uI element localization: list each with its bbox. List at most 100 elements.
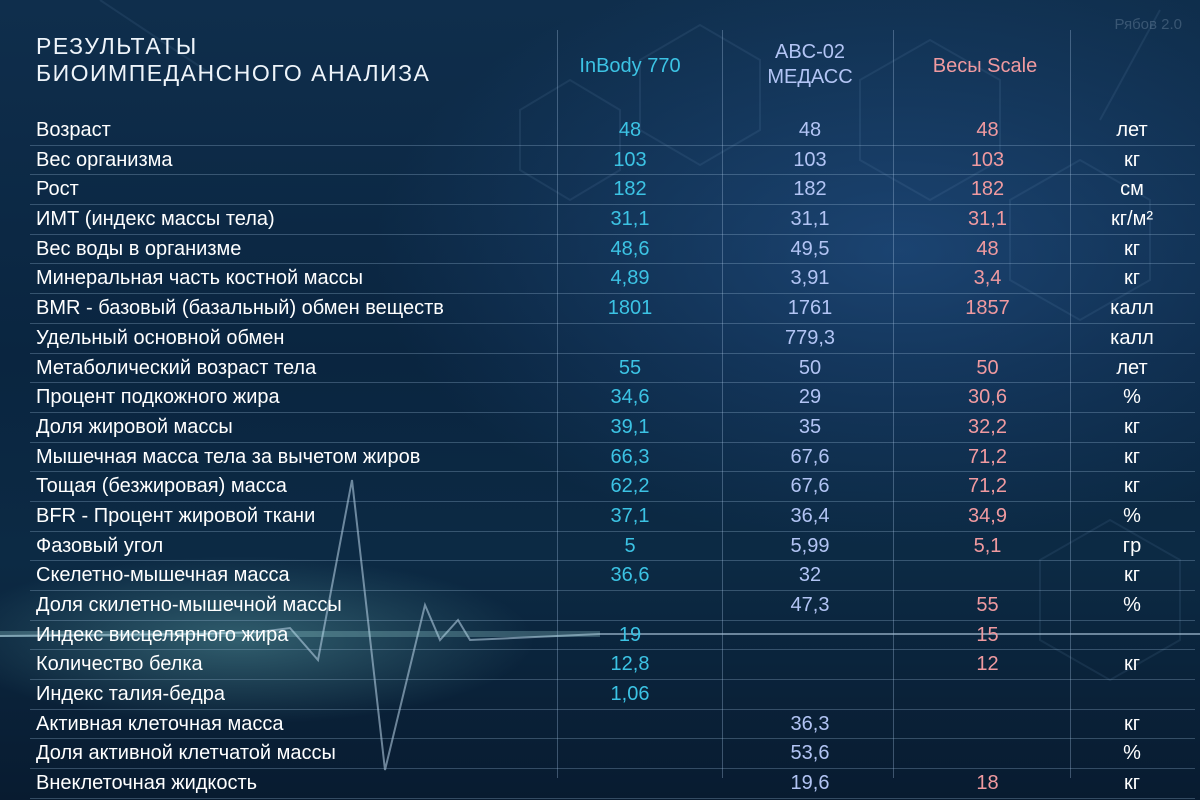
row-label: Минеральная часть костной массы bbox=[36, 267, 363, 290]
row-label: Доля жировой массы bbox=[36, 415, 233, 438]
value-scale: 34,9 bbox=[968, 504, 1007, 527]
table-row: Возраст 48 48 48 лет bbox=[30, 116, 1195, 146]
unit-cell: % bbox=[1123, 742, 1141, 765]
unit-cell: кг bbox=[1123, 237, 1141, 260]
value-inbody: 34,6 bbox=[610, 386, 650, 409]
unit-cell: кг bbox=[1123, 148, 1141, 171]
value-inbody: 182 bbox=[613, 178, 647, 201]
column-header-abc: ABC-02 МЕДАСС bbox=[735, 40, 885, 90]
watermark: Рябов 2.0 bbox=[1114, 16, 1182, 33]
row-label: Метаболический возраст тела bbox=[36, 356, 317, 379]
unit-cell: калл bbox=[1110, 297, 1154, 320]
value-inbody: 1,06 bbox=[610, 683, 650, 706]
value-inbody: 37,1 bbox=[610, 504, 650, 527]
table-row: Внеклеточная жидкость 19,6 18 кг bbox=[30, 769, 1195, 799]
value-abc: 29 bbox=[798, 386, 822, 409]
row-label: Доля активной клетчатой массы bbox=[36, 742, 336, 765]
table-row: Индекс талия-бедра 1,06 bbox=[30, 680, 1195, 710]
row-label: BFR - Процент жировой ткани bbox=[36, 504, 316, 527]
value-inbody: 31,1 bbox=[610, 208, 650, 231]
table-row: Вес организма 103 103 103 кг bbox=[30, 146, 1195, 176]
unit-cell: % bbox=[1123, 504, 1141, 527]
value-inbody: 39,1 bbox=[610, 415, 650, 438]
unit-cell: % bbox=[1123, 386, 1141, 409]
value-abc: 779,3 bbox=[784, 326, 836, 349]
unit-cell: кг bbox=[1123, 475, 1141, 498]
value-inbody: 1801 bbox=[607, 297, 653, 320]
unit-cell: гр bbox=[1122, 534, 1142, 557]
results-table: Возраст 48 48 48 лет Вес организма 103 103 103 кг… bbox=[30, 116, 1195, 799]
value-inbody: 66,3 bbox=[610, 445, 650, 468]
row-label: Возраст bbox=[36, 119, 111, 141]
value-inbody: 48 bbox=[618, 119, 642, 141]
title-line-1: РЕЗУЛЬТАТЫ bbox=[36, 33, 198, 59]
table-row: BMR - базовый (базальный) обмен веществ 1… bbox=[30, 294, 1195, 324]
table-row: Вес воды в организме 48,6 49,5 48 кг bbox=[30, 235, 1195, 265]
value-inbody: 12,8 bbox=[610, 653, 650, 676]
row-label: ИМТ (индекс массы тела) bbox=[36, 208, 275, 231]
value-scale: 15 bbox=[976, 623, 999, 646]
row-label: Вес организма bbox=[36, 148, 173, 171]
value-scale: 3,4 bbox=[973, 267, 1002, 290]
row-label: Удельный основной обмен bbox=[36, 326, 285, 349]
unit-cell: кг/м² bbox=[1110, 208, 1153, 231]
table-row: Минеральная часть костной массы 4,89 3,91 3… bbox=[30, 264, 1195, 295]
table-row: ИМТ (индекс массы тела) 31,1 31,1 31,1 кг/м² bbox=[30, 205, 1195, 235]
row-label: Процент подкожного жира bbox=[36, 386, 280, 409]
value-abc: 35 bbox=[798, 415, 822, 438]
value-scale: 48 bbox=[976, 119, 999, 141]
value-inbody: 48,6 bbox=[610, 237, 650, 260]
column-header-abc-line2: МЕДАСС bbox=[767, 66, 853, 88]
unit-cell: калл bbox=[1110, 326, 1154, 349]
unit-cell: кг bbox=[1123, 445, 1141, 468]
value-abc: 67,6 bbox=[790, 475, 830, 498]
page-title: РЕЗУЛЬТАТЫ БИОИМПЕДАНСНОГО АНАЛИЗА bbox=[36, 33, 430, 87]
value-scale: 50 bbox=[976, 356, 999, 379]
value-inbody: 36,6 bbox=[610, 564, 650, 587]
column-header-scale: Весы Scale bbox=[932, 55, 1038, 77]
row-label: Доля скилетно-мышечной массы bbox=[36, 594, 342, 616]
row-label: Мышечная масса тела за вычетом жиров bbox=[36, 445, 421, 468]
table-row: Доля скилетно-мышечной массы 47,3 55% bbox=[30, 591, 1195, 621]
value-abc: 53,6 bbox=[790, 742, 830, 765]
value-inbody: 4,89 bbox=[610, 267, 650, 290]
table-row: Доля активной клетчатой массы 53,6% bbox=[30, 739, 1195, 770]
column-header-abc-line1: ABC-02 bbox=[774, 41, 846, 63]
unit-cell: кг bbox=[1123, 712, 1141, 735]
row-label: Внеклеточная жидкость bbox=[36, 772, 258, 795]
unit-cell: см bbox=[1120, 178, 1144, 201]
unit-cell: кг bbox=[1123, 267, 1141, 290]
table-row: Тощая (безжировая) масса 62,2 67,6 71,2 кг bbox=[30, 472, 1195, 502]
value-abc: 47,3 bbox=[790, 594, 830, 616]
table-row: Количество белка 12,8 12 кг bbox=[30, 650, 1195, 681]
row-label: Рост bbox=[36, 178, 79, 201]
unit-cell: кг bbox=[1123, 653, 1141, 676]
value-abc: 36,3 bbox=[790, 712, 830, 735]
unit-cell: кг bbox=[1123, 415, 1141, 438]
table-row: Метаболический возраст тела 55 50 50 лет bbox=[30, 354, 1195, 384]
value-abc: 50 bbox=[798, 356, 822, 379]
value-abc: 36,4 bbox=[790, 504, 830, 527]
column-divider bbox=[722, 30, 723, 778]
table-row: Активная клеточная масса 36,3 кг bbox=[30, 710, 1195, 740]
row-label: Количество белка bbox=[36, 653, 203, 676]
value-scale: 1857 bbox=[965, 297, 1010, 320]
value-abc: 49,5 bbox=[790, 237, 830, 260]
value-scale: 5,1 bbox=[973, 534, 1002, 557]
value-scale: 31,1 bbox=[968, 208, 1007, 231]
value-abc: 5,99 bbox=[790, 534, 830, 557]
value-inbody: 5 bbox=[624, 534, 636, 557]
value-scale: 182 bbox=[970, 178, 1005, 201]
value-inbody: 19 bbox=[618, 623, 642, 646]
value-inbody: 103 bbox=[613, 148, 647, 171]
table-row: BFR - Процент жировой ткани 37,1 36,4 34,9% bbox=[30, 502, 1195, 532]
value-scale: 30,6 bbox=[968, 386, 1007, 409]
value-inbody: 55 bbox=[618, 356, 642, 379]
value-abc: 48 bbox=[798, 119, 822, 141]
table-row: Мышечная масса тела за вычетом жиров 66,3… bbox=[30, 443, 1195, 473]
row-label: Активная клеточная масса bbox=[36, 712, 284, 735]
title-line-2: БИОИМПЕДАНСНОГО АНАЛИЗА bbox=[36, 60, 431, 86]
table-row: Скелетно-мышечная масса 36,6 32 кг bbox=[30, 561, 1195, 591]
row-label: Индекс висцелярного жира bbox=[36, 623, 289, 646]
unit-cell: % bbox=[1123, 594, 1141, 616]
